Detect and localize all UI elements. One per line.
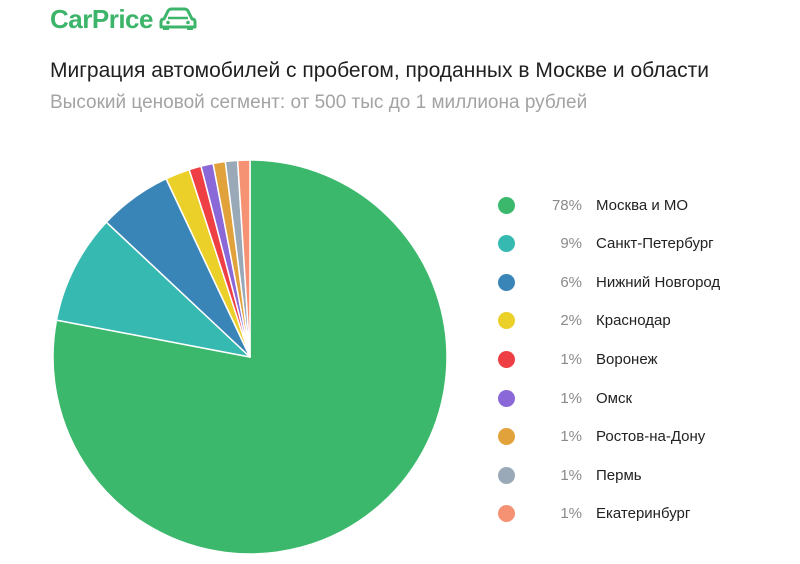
legend-item: 1% Омск bbox=[490, 384, 632, 412]
legend-percent: 78% bbox=[551, 196, 582, 214]
legend-marker bbox=[498, 273, 515, 291]
legend-percent: 1% bbox=[560, 428, 582, 446]
legend-label: Санкт-Петербург bbox=[596, 235, 714, 253]
legend-item: 9% Санкт-Петербург bbox=[490, 230, 714, 258]
legend-label: Пермь bbox=[596, 466, 642, 484]
legend-percent: 2% bbox=[560, 312, 582, 330]
legend-marker bbox=[498, 350, 515, 368]
pie-slice-8 bbox=[236, 159, 251, 358]
legend-label: Екатеринбург bbox=[596, 505, 691, 523]
pie-slice-1 bbox=[55, 221, 251, 358]
legend-label: Омск bbox=[596, 389, 633, 407]
legend-item: 1% Пермь bbox=[490, 461, 642, 489]
legend-item: 78% Москва и МО bbox=[490, 191, 688, 219]
legend-percent: 1% bbox=[560, 466, 582, 484]
legend-marker bbox=[498, 428, 515, 446]
legend-marker bbox=[498, 505, 515, 523]
chart-subtitle: Высокий ценовой сегмент: от 500 тыс до 1… bbox=[50, 92, 588, 113]
legend-item: 1% Ростов-на-Дону bbox=[490, 423, 705, 451]
legend-item: 1% Воронеж bbox=[490, 345, 658, 373]
legend-percent: 1% bbox=[560, 350, 582, 368]
legend-percent: 1% bbox=[560, 389, 582, 407]
legend-percent: 1% bbox=[560, 505, 582, 523]
legend-label: Москва и МО bbox=[596, 196, 689, 214]
legend-marker bbox=[498, 312, 515, 330]
legend-item: 1% Екатеринбург bbox=[490, 500, 690, 528]
legend-item: 6% Нижний Новгород bbox=[490, 268, 720, 296]
brand-name: CarPrice bbox=[50, 4, 153, 34]
carprice-logo: CarPrice bbox=[50, 6, 197, 32]
legend-percent: 9% bbox=[560, 235, 582, 253]
legend-label: Нижний Новгород bbox=[596, 273, 721, 291]
legend-marker bbox=[498, 235, 515, 253]
pie-slice-0 bbox=[52, 159, 448, 555]
legend-marker bbox=[498, 466, 515, 484]
car-icon bbox=[159, 7, 197, 30]
legend-label: Краснодар bbox=[596, 312, 671, 330]
legend-item: 2% Краснодар bbox=[490, 307, 671, 335]
legend-percent: 6% bbox=[560, 273, 582, 291]
legend-label: Ростов-на-Дону bbox=[596, 428, 706, 446]
chart-title: Миграция автомобилей с пробегом, проданн… bbox=[50, 59, 709, 82]
legend-label: Воронеж bbox=[596, 350, 658, 368]
legend-marker bbox=[498, 196, 515, 214]
legend-marker bbox=[498, 389, 515, 407]
